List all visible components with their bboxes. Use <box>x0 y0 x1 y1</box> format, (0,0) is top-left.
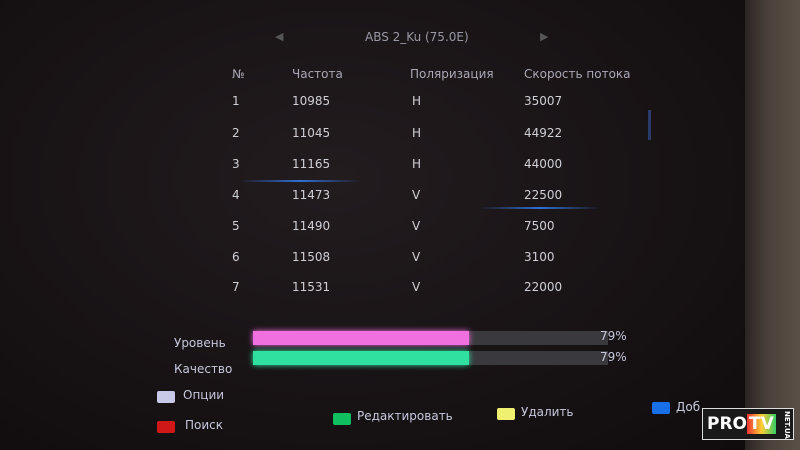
green-key-icon <box>333 413 351 425</box>
satellite-title: ABS 2_Ku (75.0E) <box>365 30 469 44</box>
watermark-logo: PRO TV NET.UA <box>702 408 794 440</box>
row-frequency: 10985 <box>292 94 331 108</box>
table-row[interactable]: 1 10985 H 35007 <box>0 94 745 124</box>
table-row[interactable]: 2 11045 H 44922 <box>0 126 745 156</box>
row-frequency: 11490 <box>292 219 331 233</box>
add-label: Доб <box>676 400 701 414</box>
scrollbar[interactable] <box>648 110 651 140</box>
quality-value: 79% <box>600 350 627 364</box>
row-symbol-rate: 22500 <box>524 188 563 202</box>
col-polarization: Поляризация <box>410 67 494 81</box>
level-value: 79% <box>600 329 627 343</box>
quality-fill <box>253 351 469 365</box>
col-symbol-rate: Скорость потока <box>524 67 631 81</box>
row-symbol-rate: 44922 <box>524 126 563 140</box>
row-polarization: H <box>412 126 422 140</box>
row-polarization: V <box>412 250 421 264</box>
row-frequency: 11531 <box>292 280 331 294</box>
yellow-key-icon <box>497 408 515 420</box>
row-symbol-rate: 44000 <box>524 157 563 171</box>
row-polarization: V <box>412 219 421 233</box>
row-number: 5 <box>232 219 240 233</box>
selection-glow <box>240 180 360 182</box>
row-number: 7 <box>232 280 240 294</box>
options-label: Опции <box>183 388 225 402</box>
row-symbol-rate: 35007 <box>524 94 563 108</box>
row-frequency: 11473 <box>292 188 331 202</box>
level-label: Уровень <box>174 336 226 350</box>
col-frequency: Частота <box>292 67 343 81</box>
row-frequency: 11045 <box>292 126 331 140</box>
row-frequency: 11165 <box>292 157 331 171</box>
row-polarization: H <box>412 157 422 171</box>
selection-glow <box>480 207 600 209</box>
row-number: 4 <box>232 188 240 202</box>
table-row-selected[interactable]: 4 11473 V 22500 <box>0 188 745 218</box>
table-row[interactable]: 5 11490 V 7500 <box>0 219 745 249</box>
red-key-icon <box>157 421 175 433</box>
row-polarization: V <box>412 280 421 294</box>
row-frequency: 11508 <box>292 250 331 264</box>
search-label: Поиск <box>185 418 224 432</box>
row-symbol-rate: 7500 <box>524 219 555 233</box>
row-polarization: H <box>412 94 422 108</box>
white-key-icon <box>157 391 175 403</box>
tv-bezel <box>745 0 800 450</box>
row-number: 1 <box>232 94 240 108</box>
quality-label: Качество <box>174 362 233 376</box>
table-row[interactable]: 7 11531 V 22000 <box>0 280 745 310</box>
row-polarization: V <box>412 188 421 202</box>
row-number: 2 <box>232 126 240 140</box>
delete-label: Удалить <box>521 405 574 419</box>
tv-screen: ◀ ABS 2_Ku (75.0E) ▶ № Частота Поляризац… <box>0 0 745 450</box>
row-symbol-rate: 22000 <box>524 280 563 294</box>
row-number: 6 <box>232 250 240 264</box>
edit-label: Редактировать <box>357 409 453 423</box>
row-number: 3 <box>232 157 240 171</box>
level-fill <box>253 331 469 345</box>
blue-key-icon <box>652 402 670 414</box>
quality-bar <box>253 351 608 365</box>
prev-satellite-icon[interactable]: ◀ <box>275 30 284 43</box>
table-row[interactable]: 3 11165 H 44000 <box>0 157 745 187</box>
level-bar <box>253 331 608 345</box>
col-number: № <box>232 67 245 81</box>
next-satellite-icon[interactable]: ▶ <box>540 30 549 43</box>
row-symbol-rate: 3100 <box>524 250 555 264</box>
table-row[interactable]: 6 11508 V 3100 <box>0 250 745 280</box>
